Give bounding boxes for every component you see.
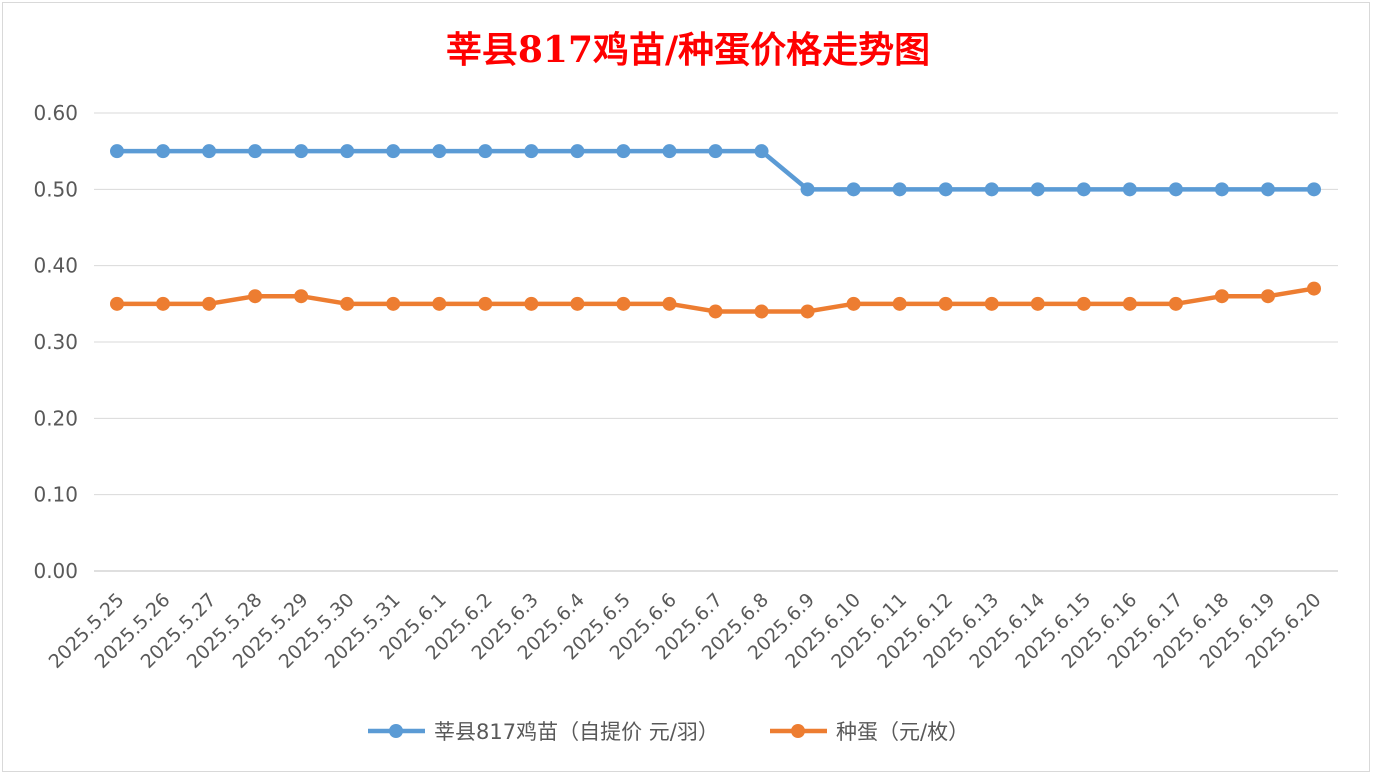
y-tick-label: 0.30 <box>33 330 78 354</box>
data-point <box>386 144 401 159</box>
data-point <box>386 296 401 311</box>
data-point <box>570 296 585 311</box>
data-point <box>754 304 769 319</box>
data-point <box>1122 182 1137 197</box>
data-point <box>294 289 309 304</box>
data-point <box>846 182 861 197</box>
data-point <box>432 296 447 311</box>
data-point <box>1076 182 1091 197</box>
data-point <box>524 144 539 159</box>
data-point <box>1168 296 1183 311</box>
data-point <box>892 182 907 197</box>
data-point <box>708 304 723 319</box>
data-point <box>432 144 447 159</box>
data-point <box>478 296 493 311</box>
legend-label: 种蛋（元/枚） <box>836 720 969 744</box>
chart-title: 莘县817鸡苗/种蛋价格走势图 <box>446 29 930 71</box>
y-tick-label: 0.10 <box>33 483 78 507</box>
y-tick-label: 0.50 <box>33 177 78 201</box>
legend-swatch-marker <box>791 724 805 738</box>
y-tick-label: 0.60 <box>33 101 78 125</box>
data-point <box>248 289 263 304</box>
data-point <box>1214 289 1229 304</box>
data-point <box>1030 296 1045 311</box>
data-point <box>1030 182 1045 197</box>
data-point <box>1214 182 1229 197</box>
data-point <box>754 144 769 159</box>
legend-item-1: 莘县817鸡苗（自提价 元/羽） <box>368 720 719 744</box>
data-point <box>708 144 723 159</box>
data-point <box>340 144 355 159</box>
series-2 <box>110 281 1321 319</box>
data-point <box>478 144 493 159</box>
y-tick-label: 0.40 <box>33 254 78 278</box>
grid-lines <box>94 112 1338 572</box>
data-point <box>1307 281 1321 296</box>
data-point <box>846 296 861 311</box>
data-point <box>938 296 953 311</box>
data-point <box>1260 289 1275 304</box>
y-tick-label: 0.00 <box>33 559 78 583</box>
data-point <box>662 296 677 311</box>
series-1 <box>110 144 1321 197</box>
legend: 莘县817鸡苗（自提价 元/羽） 种蛋（元/枚） <box>368 720 969 744</box>
data-point <box>156 296 171 311</box>
data-point <box>524 296 539 311</box>
data-point <box>340 296 355 311</box>
data-point <box>202 296 217 311</box>
data-point <box>662 144 677 159</box>
data-point <box>800 182 815 197</box>
data-point <box>984 182 999 197</box>
y-axis: 0.00 0.10 0.20 0.30 0.40 0.50 0.60 <box>33 101 78 583</box>
data-point <box>1260 182 1275 197</box>
legend-swatch-marker <box>389 724 403 738</box>
data-point <box>110 296 124 311</box>
data-point <box>202 144 217 159</box>
data-point <box>248 144 263 159</box>
data-point <box>892 296 907 311</box>
data-point <box>800 304 815 319</box>
data-point <box>110 144 124 159</box>
data-point <box>616 144 631 159</box>
x-axis: 2025.5.252025.5.262025.5.272025.5.282025… <box>45 589 1326 673</box>
data-point <box>938 182 953 197</box>
data-point <box>1122 296 1137 311</box>
data-point <box>1168 182 1183 197</box>
data-point <box>616 296 631 311</box>
y-tick-label: 0.20 <box>33 406 78 430</box>
data-point <box>294 144 309 159</box>
legend-item-2: 种蛋（元/枚） <box>770 720 969 744</box>
legend-label: 莘县817鸡苗（自提价 元/羽） <box>434 720 719 744</box>
data-point <box>1307 182 1321 197</box>
data-point <box>156 144 171 159</box>
data-point <box>1076 296 1091 311</box>
series-layer <box>110 144 1321 319</box>
data-point <box>570 144 585 159</box>
data-point <box>984 296 999 311</box>
